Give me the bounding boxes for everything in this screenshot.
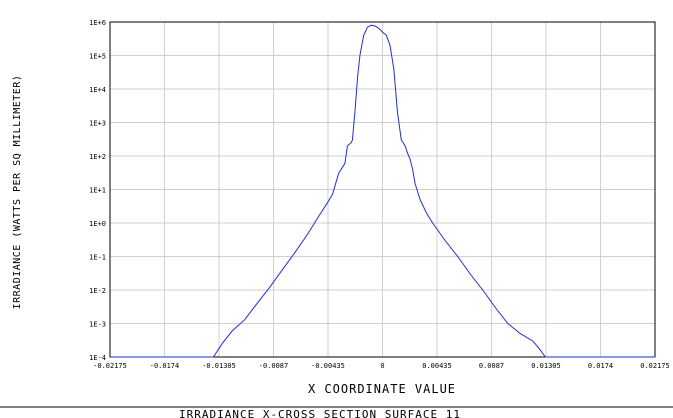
y-tick-label: 1E+5 — [89, 53, 106, 61]
y-tick-label: 1E+4 — [89, 86, 106, 94]
x-tick-label: -0.0174 — [150, 362, 180, 370]
x-tick-label: 0.01305 — [531, 362, 561, 370]
y-tick-label: 1E+1 — [89, 187, 106, 195]
x-tick-labels: -0.02175 -0.0174 -0.01305 -0.0087 -0.00435 0 0… — [93, 362, 670, 370]
y-axis-title: IRRADIANCE (WATTS PER SQ MILLIMETER) — [12, 75, 23, 310]
y-tick-label: 1E+2 — [89, 153, 106, 161]
x-axis-title: X COORDINATE VALUE — [308, 382, 456, 396]
x-tick-label: -0.00435 — [311, 362, 345, 370]
x-tick-label: 0.0087 — [479, 362, 504, 370]
x-tick-label: 0 — [380, 362, 384, 370]
x-tick-label: -0.02175 — [93, 362, 127, 370]
grid-lines — [109, 21, 656, 358]
y-tick-label: 1E-3 — [89, 321, 106, 329]
y-tick-label: 1E-2 — [89, 287, 106, 295]
y-tick-label: 1E+6 — [89, 19, 106, 27]
plot-frame — [109, 21, 656, 358]
figure-caption: IRRADIANCE X-CROSS SECTION SURFACE 11 — [179, 408, 461, 418]
x-tick-label: 0.00435 — [422, 362, 452, 370]
y-tick-label: 1E-4 — [89, 354, 106, 362]
x-tick-label: 0.0174 — [588, 362, 613, 370]
irradiance-curve — [110, 24, 655, 358]
y-tick-label: 1E+0 — [89, 220, 106, 228]
x-tick-label: -0.01305 — [202, 362, 236, 370]
x-tick-label: 0.02175 — [640, 362, 670, 370]
y-tick-label: 1E-1 — [89, 254, 106, 262]
y-tick-labels: 1E-4 1E-3 1E-2 1E-1 1E+0 1E+1 1E+2 1E+3 1E+4 1E+5… — [89, 19, 106, 362]
x-tick-label: -0.0087 — [259, 362, 289, 370]
y-tick-label: 1E+3 — [89, 120, 106, 128]
